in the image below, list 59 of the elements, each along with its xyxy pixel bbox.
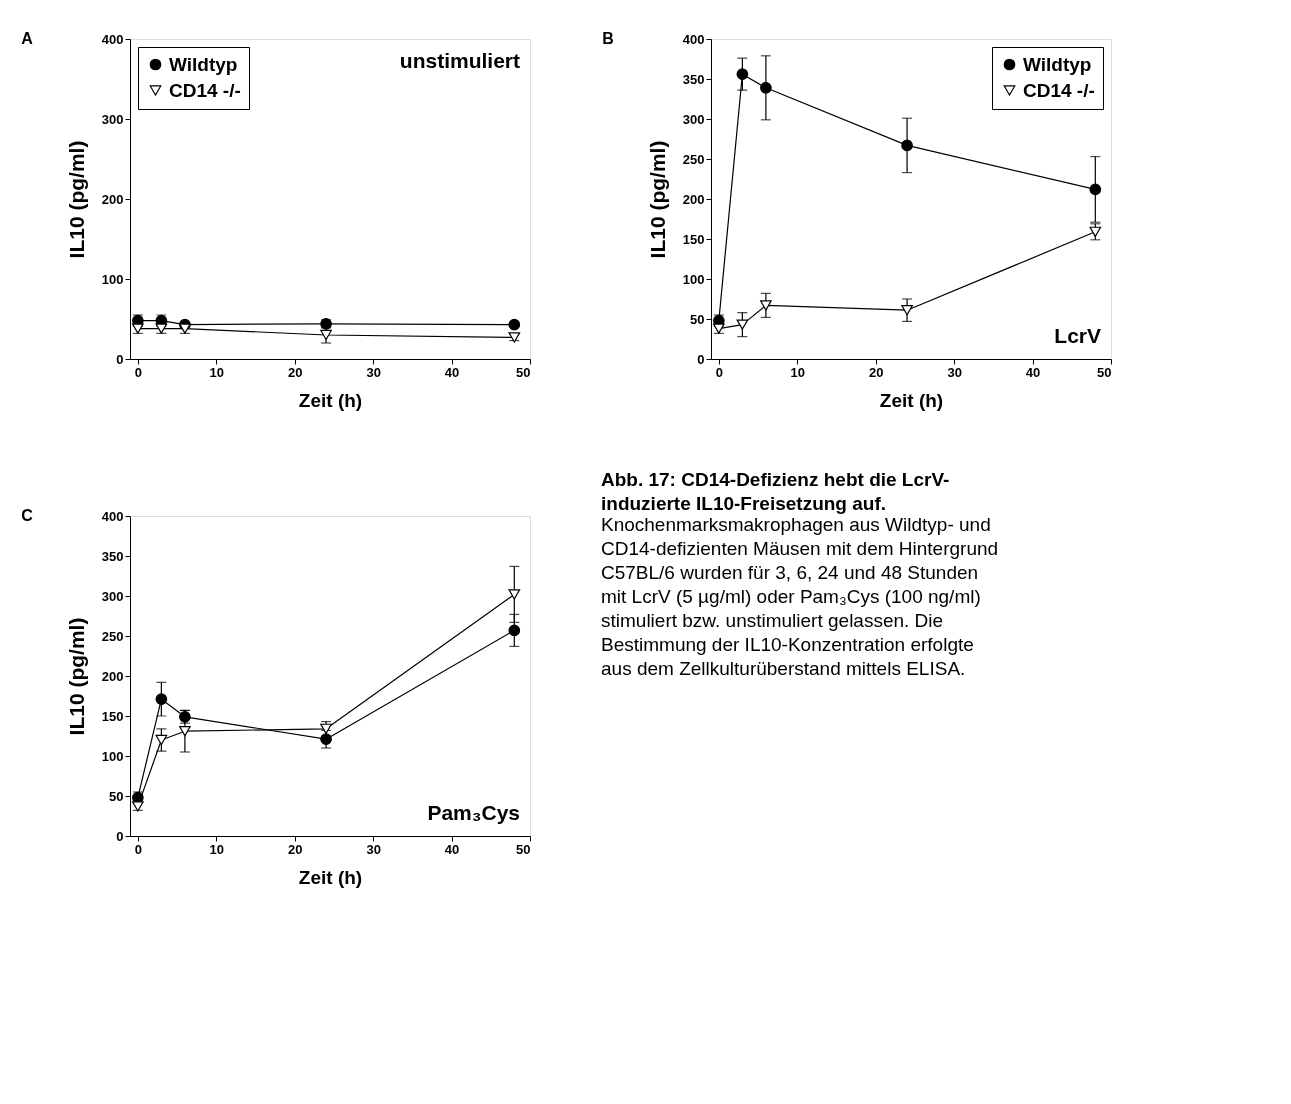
x-tick-label: 20 [287, 841, 303, 857]
x-tick-label: 0 [134, 364, 142, 380]
x-tick-label: 10 [209, 841, 225, 857]
y-tick-label: 100 [101, 271, 124, 287]
y-tick-label: 400 [682, 31, 705, 47]
annotation: unstimuliert [399, 49, 520, 72]
y-tick-label: 200 [101, 668, 124, 684]
chart-title: A [21, 30, 34, 47]
y-axis-title: IL10 (pg/ml) [64, 140, 88, 259]
y-axis-title: IL10 (pg/ml) [64, 617, 88, 736]
x-tick-label: 40 [444, 841, 460, 857]
chart-title: B [602, 30, 614, 47]
y-tick-label: 300 [101, 588, 124, 604]
y-tick-label: 200 [101, 191, 124, 207]
x-tick-label: 20 [868, 364, 884, 380]
x-tick-label: 30 [366, 364, 381, 380]
chart-title: C [21, 507, 34, 524]
y-tick-label: 250 [682, 151, 705, 167]
x-tick-label: 30 [947, 364, 962, 380]
x-tick-label: 40 [1025, 364, 1041, 380]
x-tick-label: 0 [715, 364, 723, 380]
y-tick-label: 50 [690, 311, 705, 327]
x-axis-title: Zeit (h) [879, 389, 944, 411]
y-tick-label: 150 [682, 231, 705, 247]
y-tick-label: 0 [116, 828, 124, 844]
legend-label: CD14 -/- [1023, 79, 1095, 101]
y-tick-label: 100 [101, 748, 124, 764]
y-tick-label: 400 [101, 31, 124, 47]
y-tick-label: 300 [682, 111, 705, 127]
y-tick-label: 300 [101, 111, 124, 127]
legend-label: Wildtyp [1023, 53, 1092, 75]
annotation: LcrV [1054, 324, 1101, 347]
text: Abb. 17: CD14-Defizienz hebt die LcrV-induzierte IL10-Freisetzung auf. [601, 469, 950, 514]
y-tick-label: 200 [682, 191, 705, 207]
x-tick-label: 30 [366, 841, 381, 857]
x-tick-label: 20 [287, 364, 303, 380]
x-tick-label: 10 [790, 364, 806, 380]
y-tick-label: 50 [109, 788, 124, 804]
x-tick-label: 0 [134, 841, 142, 857]
y-axis-title: IL10 (pg/ml) [645, 140, 669, 259]
text: Knochenmarksmakrophagen aus Wildtyp- und CD14-defizienten Mäusen mit dem Hintergrund C57BL/6 wurden für 3, 6, 24 und 48 Stunden mit LcrV (5 µg/ml) oder Pam₃Cys (100 ng/ml) stimuliert bzw. unstimuliert gelassen. Die Bestimmung der IL10-Konzentration erfolgte aus dem Zellkulturüberstand mittels ELISA. [601, 514, 999, 679]
annotation: Pam₃Cys [427, 801, 520, 824]
x-tick-label: 40 [444, 364, 460, 380]
y-tick-label: 250 [101, 628, 124, 644]
x-axis-title: Zeit (h) [298, 389, 363, 411]
y-tick-label: 0 [116, 351, 124, 367]
y-tick-label: 150 [101, 708, 124, 724]
x-tick-label: 50 [1097, 364, 1112, 380]
x-tick-label: 10 [209, 364, 225, 380]
legend-label: Wildtyp [169, 53, 238, 75]
y-tick-label: 100 [682, 271, 705, 287]
y-tick-label: 350 [101, 548, 124, 564]
y-tick-label: 350 [682, 71, 705, 87]
x-tick-label: 50 [516, 364, 531, 380]
y-tick-label: 400 [101, 508, 124, 524]
x-tick-label: 50 [516, 841, 531, 857]
y-tick-label: 0 [697, 351, 705, 367]
x-axis-title: Zeit (h) [298, 866, 363, 888]
legend-label: CD14 -/- [169, 79, 241, 101]
